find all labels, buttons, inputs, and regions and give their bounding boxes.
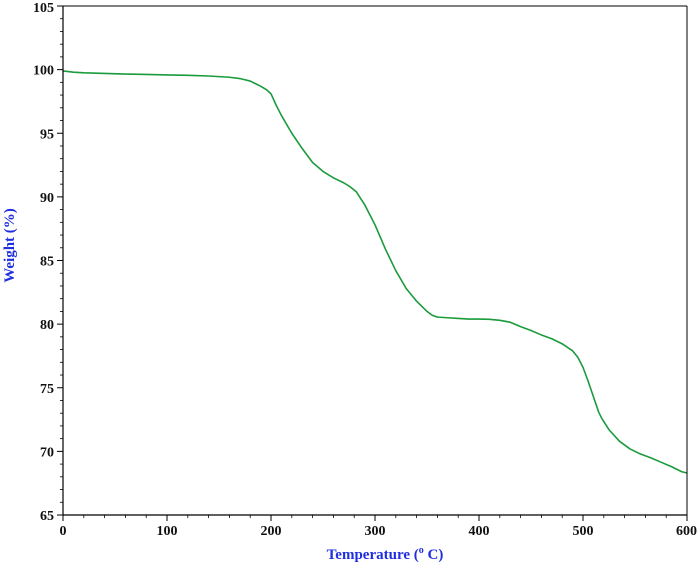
y-tick-label: 70	[40, 445, 54, 460]
y-tick-label: 75	[40, 382, 54, 397]
x-tick-label: 0	[60, 524, 67, 539]
x-tick-label: 300	[365, 524, 386, 539]
y-tick-label: 95	[40, 127, 54, 142]
y-tick-label: 100	[33, 64, 54, 79]
weight-loss-curve	[62, 70, 688, 474]
x-tick-label: 200	[261, 524, 282, 539]
y-tick-label: 85	[40, 255, 54, 270]
x-tick-label: 100	[157, 524, 178, 539]
y-tick-label: 105	[33, 1, 54, 16]
x-tick-label: 400	[469, 524, 490, 539]
y-axis-title: Weight (%)	[2, 208, 18, 283]
y-tick-label: 90	[40, 191, 54, 206]
x-tick-label: 600	[676, 524, 697, 539]
y-tick-label: 80	[40, 318, 54, 333]
x-tick-label: 500	[573, 524, 594, 539]
x-axis-title: Temperature (o C)	[327, 545, 444, 563]
y-tick-label: 65	[40, 509, 54, 524]
tick-layer: 65 70 75 80 85 90 95 100 105 0 100 200 300 400 500 600	[33, 1, 697, 539]
